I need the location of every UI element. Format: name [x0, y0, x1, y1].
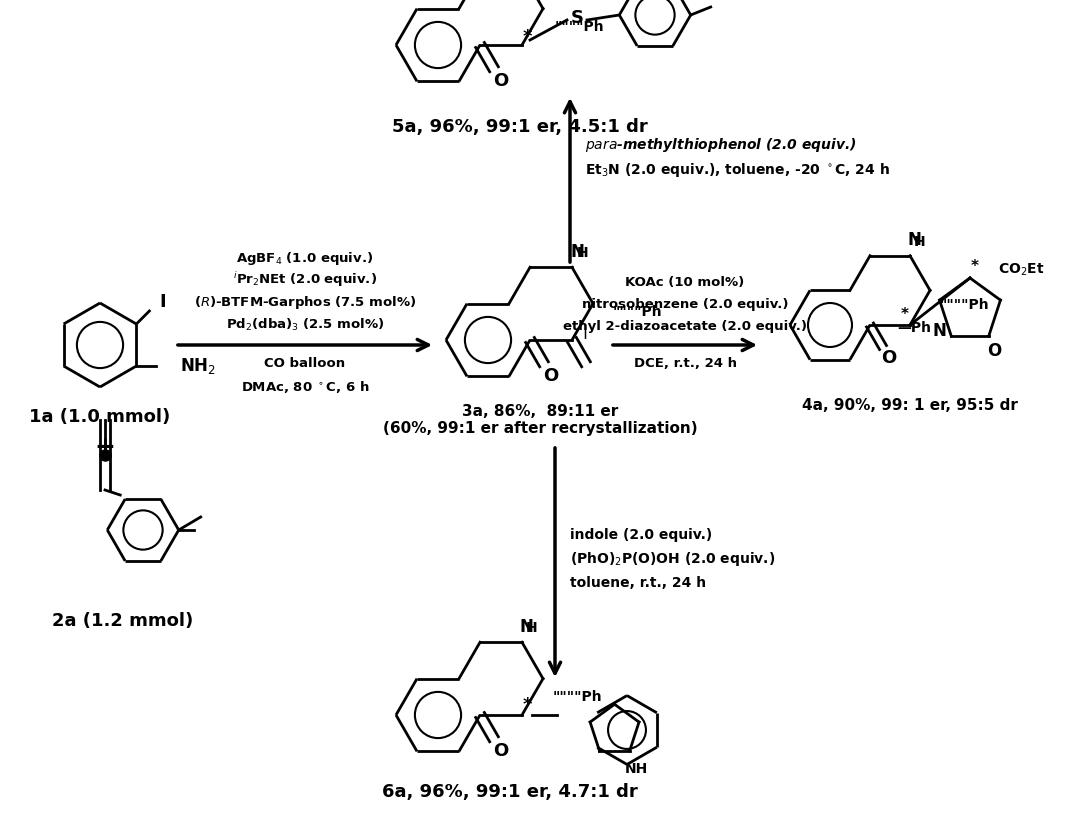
- Text: O: O: [543, 367, 558, 386]
- Text: KOAc (10 mol%): KOAc (10 mol%): [625, 276, 744, 289]
- Text: $^i$Pr$_2$NEt (2.0 equiv.): $^i$Pr$_2$NEt (2.0 equiv.): [233, 270, 377, 289]
- Text: O: O: [494, 742, 509, 761]
- Text: indole (2.0 equiv.): indole (2.0 equiv.): [570, 528, 712, 542]
- Text: N: N: [570, 243, 584, 261]
- Text: O: O: [494, 73, 509, 90]
- Text: |: |: [582, 325, 588, 339]
- Text: """"Ph: """"Ph: [555, 20, 605, 33]
- Text: 2a (1.2 mmol): 2a (1.2 mmol): [52, 612, 193, 630]
- Text: 3a, 86%,  89:11 er
(60%, 99:1 er after recrystallization): 3a, 86%, 89:11 er (60%, 99:1 er after re…: [382, 404, 698, 436]
- Text: ethyl 2-diazoacetate (2.0 equiv.): ethyl 2-diazoacetate (2.0 equiv.): [563, 320, 807, 333]
- Text: H: H: [526, 621, 538, 635]
- Text: nitrosobenzene (2.0 equiv.): nitrosobenzene (2.0 equiv.): [582, 298, 788, 311]
- Text: N: N: [907, 231, 921, 249]
- Text: DMAc, 80 $^\circ$C, 6 h: DMAc, 80 $^\circ$C, 6 h: [241, 379, 369, 395]
- Text: (PhO)$_2$P(O)OH (2.0 equiv.): (PhO)$_2$P(O)OH (2.0 equiv.): [570, 550, 775, 568]
- Text: O: O: [987, 342, 1001, 360]
- Text: N: N: [519, 618, 532, 635]
- Text: ($\it{R}$)-BTFM-Garphos (7.5 mol%): ($\it{R}$)-BTFM-Garphos (7.5 mol%): [193, 294, 416, 311]
- Text: DCE, r.t., 24 h: DCE, r.t., 24 h: [634, 357, 737, 370]
- Text: CO balloon: CO balloon: [265, 357, 346, 370]
- Text: O: O: [881, 349, 896, 367]
- Text: +: +: [95, 435, 116, 459]
- Text: $\it{para}$-methylthiophenol (2.0 equiv.): $\it{para}$-methylthiophenol (2.0 equiv.…: [585, 136, 856, 154]
- Text: 1a (1.0 mmol): 1a (1.0 mmol): [29, 408, 171, 426]
- Text: """"Ph: """"Ph: [940, 298, 989, 312]
- Text: CO$_2$Et: CO$_2$Et: [998, 262, 1044, 278]
- Text: —Ph: —Ph: [897, 321, 931, 335]
- Text: """"Ph: """"Ph: [613, 305, 663, 319]
- Text: 6a, 96%, 99:1 er, 4.7:1 dr: 6a, 96%, 99:1 er, 4.7:1 dr: [382, 783, 638, 801]
- Text: 4a, 90%, 99: 1 er, 95:5 dr: 4a, 90%, 99: 1 er, 95:5 dr: [802, 397, 1018, 412]
- Text: """"Ph: """"Ph: [553, 690, 603, 704]
- Text: *: *: [523, 28, 531, 46]
- Text: Et$_3$N (2.0 equiv.), toluene, -20 $^\circ$C, 24 h: Et$_3$N (2.0 equiv.), toluene, -20 $^\ci…: [585, 161, 890, 179]
- Text: *: *: [523, 696, 531, 714]
- Text: H: H: [577, 246, 589, 261]
- Text: I: I: [159, 293, 165, 311]
- Text: *: *: [901, 307, 909, 322]
- Text: NH$_2$: NH$_2$: [180, 356, 216, 376]
- Text: *: *: [971, 259, 978, 274]
- Text: NH: NH: [624, 762, 648, 776]
- Text: H: H: [914, 235, 926, 249]
- Text: AgBF$_4$ (1.0 equiv.): AgBF$_4$ (1.0 equiv.): [237, 250, 374, 267]
- Text: N: N: [932, 321, 946, 340]
- Text: 5a, 96%, 99:1 er, 4.5:1 dr: 5a, 96%, 99:1 er, 4.5:1 dr: [392, 118, 648, 136]
- Text: Pd$_2$(dba)$_3$ (2.5 mol%): Pd$_2$(dba)$_3$ (2.5 mol%): [226, 317, 384, 333]
- Text: S: S: [570, 9, 583, 27]
- Text: toluene, r.t., 24 h: toluene, r.t., 24 h: [570, 576, 706, 590]
